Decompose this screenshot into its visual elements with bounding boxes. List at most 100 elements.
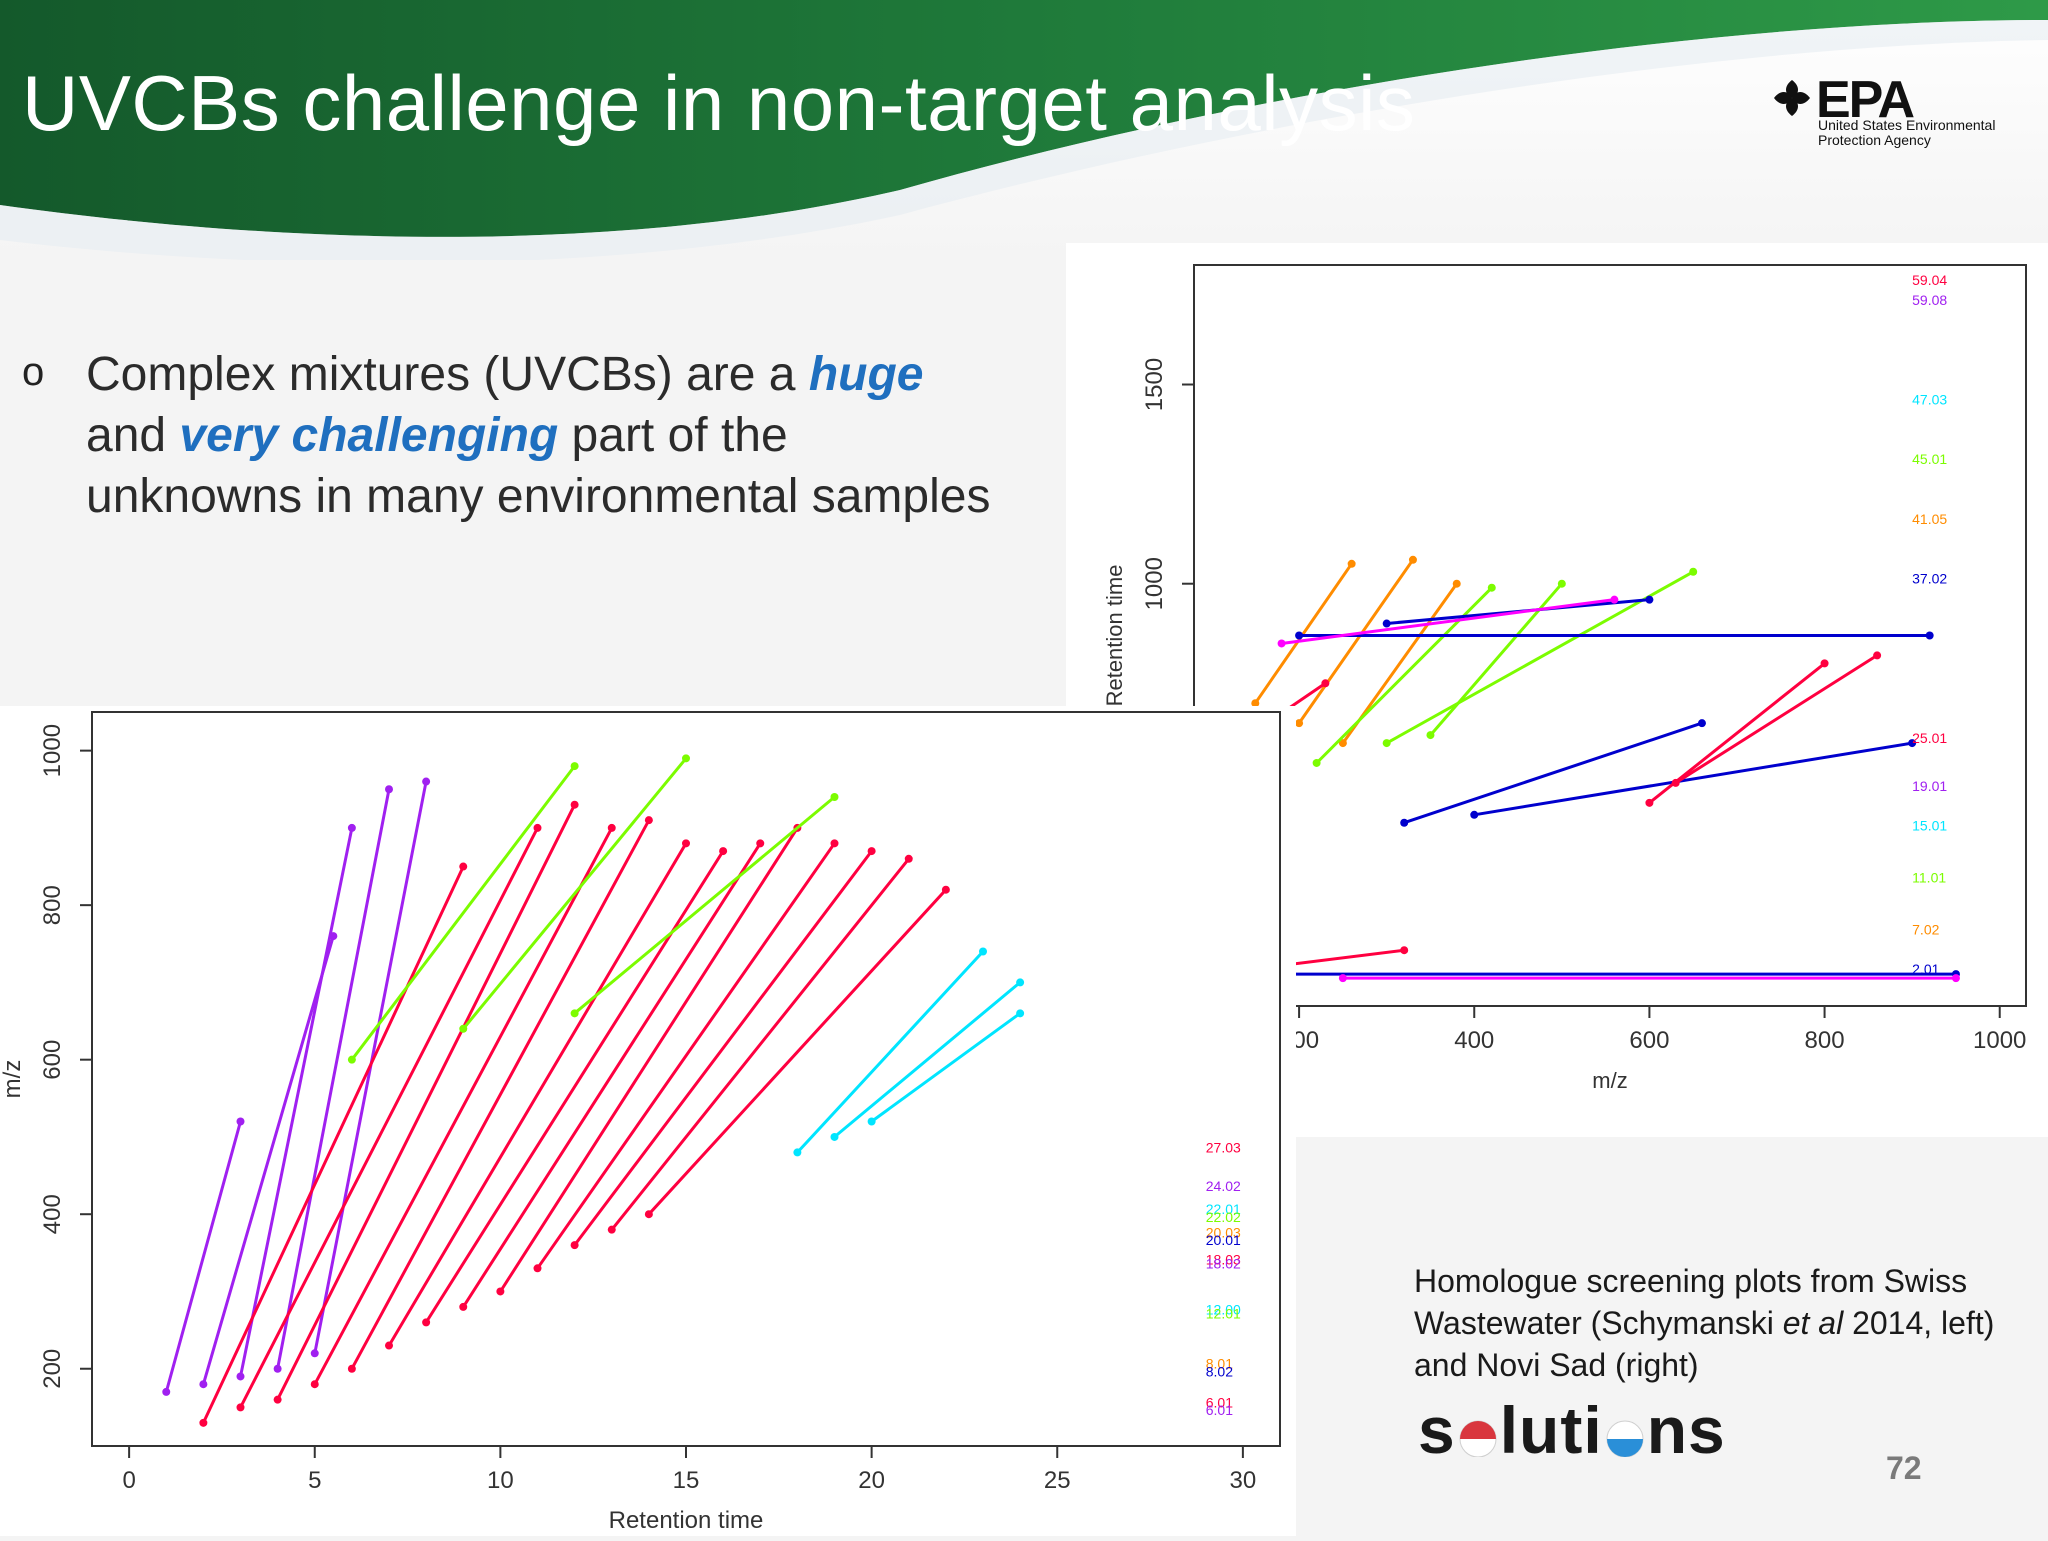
series-point xyxy=(347,1055,356,1064)
series-point xyxy=(904,854,913,863)
series-line xyxy=(201,934,335,1386)
bullet-text-part: part of the unknowns in many environment… xyxy=(86,409,991,523)
series-point xyxy=(1016,978,1025,987)
series-line xyxy=(313,826,614,1386)
series-line xyxy=(833,980,1022,1139)
series-point xyxy=(1312,758,1321,767)
side-label: 59.08 xyxy=(1912,292,1947,308)
series-point xyxy=(682,754,690,763)
series-point xyxy=(1382,739,1391,748)
series-point xyxy=(459,1024,468,1033)
half-circle-red-icon xyxy=(1459,1420,1497,1458)
series-point xyxy=(1925,631,1934,640)
solutions-logo: s luti ns xyxy=(1418,1392,1726,1468)
bullet-text: Complex mixtures (UVCBs) are a huge and … xyxy=(86,344,1016,527)
x-tick-label: 400 xyxy=(1454,1027,1494,1054)
side-label: 8.01 xyxy=(1206,1356,1233,1372)
series-point xyxy=(756,839,765,848)
y-tick-label: 800 xyxy=(39,885,66,925)
series-point xyxy=(459,1302,468,1311)
series-line xyxy=(1402,721,1704,825)
series-line xyxy=(239,826,354,1378)
series-point xyxy=(1347,559,1356,568)
series-point xyxy=(1382,619,1391,628)
series-point xyxy=(1671,778,1680,787)
series-point xyxy=(1016,1009,1025,1018)
series-point xyxy=(1338,974,1347,983)
x-tick-label: 0 xyxy=(122,1467,135,1494)
series-point xyxy=(199,1418,208,1427)
side-label: 12.01 xyxy=(1206,1306,1241,1322)
series-point xyxy=(830,792,839,801)
y-tick-label: 1000 xyxy=(1141,557,1168,610)
side-label: 12.00 xyxy=(1206,1302,1241,1318)
bullet-text-part: and xyxy=(86,409,180,462)
series-point xyxy=(1426,731,1435,740)
series-line xyxy=(498,826,799,1293)
series-point xyxy=(199,1380,208,1389)
caption-italic: et al xyxy=(1782,1305,1844,1341)
series-line xyxy=(164,1120,242,1394)
slide-title: UVCBs challenge in non-target analysis xyxy=(22,59,1416,147)
series-point xyxy=(236,1117,245,1126)
y-axis-label: m/z xyxy=(0,1060,26,1099)
solutions-logo-part: s xyxy=(1418,1393,1456,1467)
x-axis-label: m/z xyxy=(1592,1068,1627,1093)
series-point xyxy=(533,823,542,832)
side-label: 6.01 xyxy=(1206,1402,1233,1418)
series-point xyxy=(867,847,876,856)
x-tick-label: 15 xyxy=(673,1467,700,1494)
header-banner xyxy=(0,0,2048,260)
series-point xyxy=(1400,946,1409,955)
series-point xyxy=(607,1225,616,1234)
series-point xyxy=(1277,639,1286,648)
series-point xyxy=(1689,567,1698,576)
bullet-emphasis-challenging: very challenging xyxy=(179,409,559,462)
series-point xyxy=(644,816,653,825)
series-point xyxy=(273,1364,282,1373)
figure-caption: Homologue screening plots from Swiss Was… xyxy=(1414,1260,2014,1386)
side-label: 24.02 xyxy=(1206,1178,1241,1194)
series-line xyxy=(387,841,688,1348)
side-label: 15.01 xyxy=(1912,818,1947,834)
side-label: 22.01 xyxy=(1206,1201,1241,1217)
x-axis-label: Retention time xyxy=(609,1507,764,1534)
series-point xyxy=(236,1403,245,1412)
series-point xyxy=(422,1318,431,1327)
series-line xyxy=(795,950,985,1154)
side-label: 27.03 xyxy=(1206,1139,1241,1155)
series-line xyxy=(461,841,762,1309)
side-label: 11.01 xyxy=(1912,870,1946,886)
plot-frame xyxy=(1193,264,2027,1007)
homologue-plot-left: 0 5 10 15 20 25 30 200 400 600 800 1000 Retention ti… xyxy=(0,706,1296,1536)
x-tick-label: 5 xyxy=(308,1467,321,1494)
series-point xyxy=(1645,595,1654,604)
series-line xyxy=(1297,558,1415,725)
x-tick-label: 25 xyxy=(1044,1467,1071,1494)
series-point xyxy=(607,823,616,832)
series-point xyxy=(570,762,579,771)
series-point xyxy=(459,862,468,871)
series-point xyxy=(1487,583,1496,592)
plot-frame xyxy=(91,711,1281,1447)
x-tick-label: 600 xyxy=(1629,1027,1669,1054)
series-point xyxy=(1321,679,1330,688)
y-tick-label: 200 xyxy=(39,1349,66,1389)
series-point xyxy=(570,800,579,809)
x-tick-label: 10 xyxy=(487,1467,514,1494)
bullet-marker: o xyxy=(22,350,45,394)
side-label: 59.04 xyxy=(1912,272,1947,288)
series-point xyxy=(385,1341,393,1350)
series-point xyxy=(1470,810,1479,819)
series-point xyxy=(385,785,393,794)
side-label: 41.05 xyxy=(1912,511,1947,527)
series-line xyxy=(1429,582,1564,737)
series-line xyxy=(647,888,948,1216)
slide-header: UVCBs challenge in non-target analysis E… xyxy=(0,0,2048,260)
x-tick-label: 20 xyxy=(858,1467,885,1494)
chart-right-svg: 2004006008001000050010001500m/zRetention… xyxy=(1102,264,2027,1093)
side-label: 8.02 xyxy=(1206,1363,1233,1379)
series-point xyxy=(1820,659,1829,668)
series-point xyxy=(1610,595,1619,604)
series-point xyxy=(793,1148,802,1157)
